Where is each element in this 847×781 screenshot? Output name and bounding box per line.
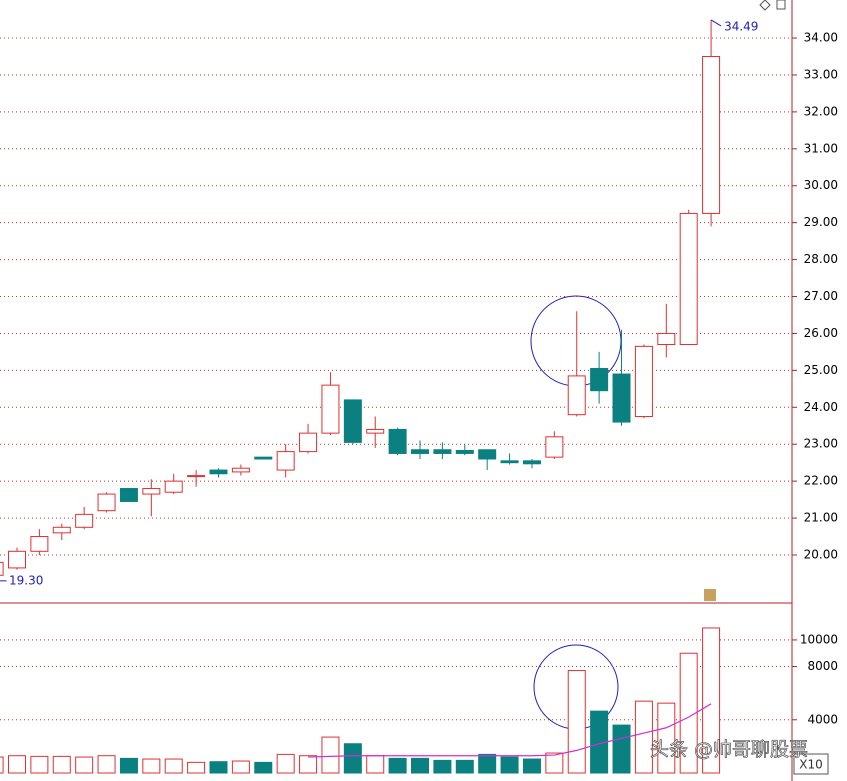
low-label: 19.30 [9, 573, 43, 587]
volume-bar [276, 753, 295, 774]
candle-body [679, 212, 698, 346]
candle-body [545, 436, 564, 458]
volume-bar [522, 758, 541, 774]
volume-bar [97, 755, 116, 774]
candle-body [0, 561, 4, 576]
y-tick-label: 32.00 [804, 104, 838, 118]
volume-bar [455, 759, 474, 774]
y-tick-label: 25.00 [804, 363, 838, 377]
candle-body [411, 449, 430, 454]
volume-bar [30, 755, 49, 774]
candle-body [209, 469, 228, 475]
y-tick-label: 33.00 [804, 67, 838, 81]
candle-body [7, 550, 26, 569]
candle-body [478, 449, 497, 460]
y-tick-label: 30.00 [804, 178, 838, 192]
volume-bar [119, 757, 138, 774]
volume-bar [366, 755, 385, 774]
volume-bar [679, 652, 698, 774]
candle-body [164, 480, 183, 493]
volume-bar [142, 758, 161, 774]
volume-bar [702, 627, 721, 774]
y-tick-label: 8000 [807, 659, 838, 673]
volume-bar [7, 755, 26, 774]
volume-bar [433, 759, 452, 774]
y-tick-label: 20.00 [804, 547, 838, 561]
y-tick-label: 21.00 [804, 511, 838, 525]
candle-body [388, 428, 407, 454]
candle-body [702, 55, 721, 214]
y-tick-label: 10000 [800, 632, 838, 646]
high-pointer [710, 19, 722, 27]
candle-body [276, 451, 295, 471]
y-tick-label: 29.00 [804, 215, 838, 229]
volume-bar [500, 756, 519, 774]
candle-body [433, 449, 452, 454]
icon [776, 0, 786, 10]
candle-body [500, 460, 519, 464]
volume-bar [545, 752, 564, 774]
candle-body [299, 432, 318, 453]
volume-bar [321, 736, 340, 774]
candle-body [522, 460, 541, 465]
candle-body [30, 536, 49, 552]
icon [704, 589, 716, 601]
candle-body [75, 513, 94, 528]
unit-label: X10 [799, 758, 823, 772]
candle-body [254, 456, 273, 460]
volume-bar [209, 761, 228, 774]
candle-body [321, 384, 340, 434]
candle-body [455, 449, 474, 454]
y-tick-label: 28.00 [804, 252, 838, 266]
watermark: 头条 @帅哥聊股票 [650, 739, 808, 761]
y-tick-label: 34.00 [804, 31, 838, 45]
volume-bar [231, 760, 250, 774]
volume-bar [299, 755, 318, 774]
y-tick-label: 23.00 [804, 437, 838, 451]
candle-body [612, 373, 631, 423]
y-tick-label: 22.00 [804, 474, 838, 488]
unit-box [793, 753, 829, 775]
candle-body [657, 332, 676, 346]
candle-body [590, 368, 609, 392]
volume-bar [567, 670, 586, 774]
candle-body [343, 399, 362, 443]
volume-bar [187, 761, 206, 774]
volume-bar [343, 743, 362, 774]
y-tick-label: 4000 [807, 712, 838, 726]
y-tick-label: 31.00 [804, 141, 838, 155]
candle-body [366, 428, 385, 434]
icon [759, 0, 771, 11]
y-tick-label: 26.00 [804, 326, 838, 340]
ma-line [308, 703, 712, 758]
candle-body [142, 488, 161, 495]
volume-bar [411, 757, 430, 774]
y-tick-label: 27.00 [804, 289, 838, 303]
volume-bar [164, 758, 183, 774]
volume-bar [52, 755, 71, 774]
volume-bar [478, 753, 497, 774]
volume-bar [0, 756, 4, 774]
y-tick-label: 24.00 [804, 400, 838, 414]
high-label: 34.49 [724, 19, 758, 33]
candle-body [97, 493, 116, 512]
candle-body [231, 467, 250, 473]
candle-body [634, 345, 653, 418]
volume-bar [657, 702, 676, 774]
candle-body [119, 488, 138, 502]
candle-body [52, 526, 71, 534]
volume-bar [75, 756, 94, 774]
candle-body [567, 375, 586, 416]
volume-bar [254, 761, 273, 774]
volume-bar [388, 757, 407, 774]
candle-body [187, 475, 206, 478]
volume-bar [634, 700, 653, 774]
volume-bar [612, 724, 631, 774]
